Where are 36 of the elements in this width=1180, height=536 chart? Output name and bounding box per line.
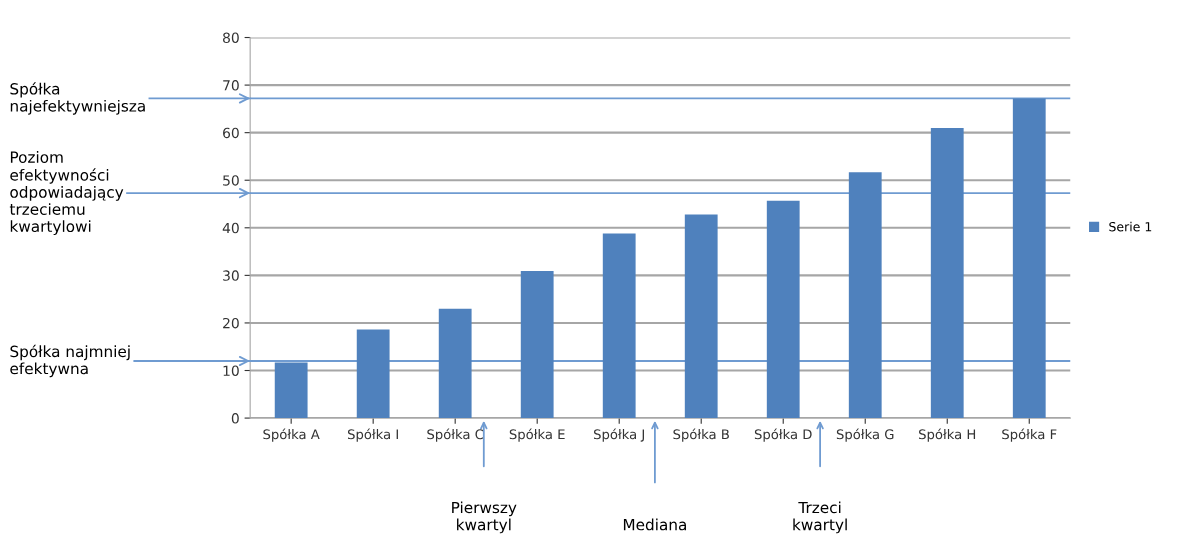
x-tick-label: Spółka C <box>427 428 484 442</box>
y-tick-label: 40 <box>222 222 239 234</box>
y-tick-label: 30 <box>223 270 239 281</box>
bar <box>602 233 636 419</box>
text: Pierwszy kwartyl <box>452 501 517 534</box>
bar <box>356 329 390 419</box>
x-tick-label: Spółka H <box>919 428 976 442</box>
x-tick-label: Spółka G <box>836 428 894 442</box>
ref-line-label: Spółka najefektywniejsza <box>10 82 145 115</box>
bar <box>438 308 472 419</box>
x-tick-label: Spółka D <box>754 428 812 442</box>
ref-line-label: Poziom efektywności odpowiadający trzeciemu kwartylowi <box>9 151 124 236</box>
bar <box>766 200 800 419</box>
bar <box>848 172 882 419</box>
y-tick-label: 80 <box>223 32 239 43</box>
y-tick-label: 50 <box>223 175 239 186</box>
bar <box>684 214 718 419</box>
y-tick-label: 20 <box>223 317 239 329</box>
text: Trzeci kwartyl <box>793 501 847 534</box>
y-tick-label: 0 <box>231 413 239 424</box>
x-tick-label: Spółka A <box>263 428 320 442</box>
y-tick-label: 70 <box>223 80 239 91</box>
bar <box>930 127 964 419</box>
legend-label: Serie 1 <box>1109 221 1152 232</box>
x-tick-label: Spółka F <box>1002 428 1057 442</box>
x-tick-label: Spółka J <box>594 428 644 442</box>
bar <box>1012 98 1046 419</box>
ref-line-label: Spółka najmniej efektywna <box>10 344 130 378</box>
x-tick-label: Spółka E <box>509 428 565 442</box>
bar <box>520 271 554 419</box>
x-tick-label: Spółka I <box>347 428 398 442</box>
y-tick-label: 10 <box>223 365 239 376</box>
x-tick-label: Spółka B <box>673 428 729 442</box>
bar <box>274 362 308 419</box>
y-tick-label: 60 <box>223 127 239 139</box>
text: Mediana <box>623 518 686 531</box>
